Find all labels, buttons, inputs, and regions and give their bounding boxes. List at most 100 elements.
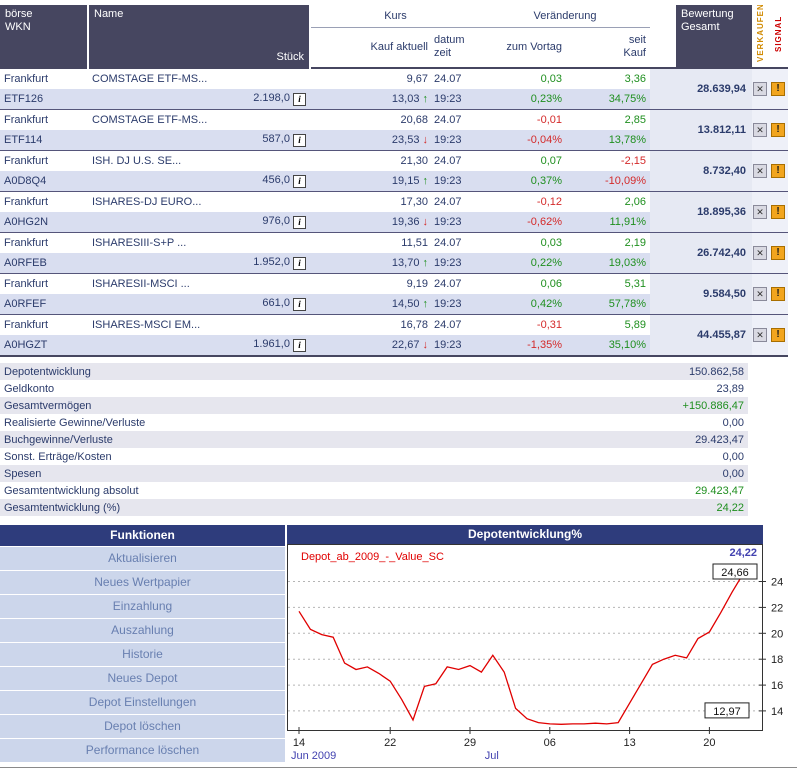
sell-close-icon[interactable]: ✕ — [753, 164, 767, 178]
summary-label: Depotentwicklung — [4, 365, 91, 378]
summary-value: 0,00 — [722, 467, 744, 480]
bottom-divider — [0, 767, 797, 768]
col-header-seit-kauf: seit Kauf — [566, 27, 650, 68]
cell-kurs-kauf: 20,68 — [310, 109, 432, 130]
sell-close-icon[interactable]: ✕ — [753, 82, 767, 96]
col-header-zum-vortag: zum Vortag — [480, 27, 566, 68]
summary-label: Sonst. Erträge/Kosten — [4, 450, 112, 463]
cell-verkaufen: ✕ — [752, 314, 768, 356]
security-name-link[interactable]: ISHARES-MSCI EM... — [88, 314, 310, 335]
info-icon[interactable]: i — [293, 134, 306, 147]
cell-bewertung: 26.742,40 — [650, 232, 752, 274]
info-icon[interactable]: i — [293, 257, 306, 270]
summary-value: +150.886,47 — [682, 399, 744, 412]
holding-row-line1: Frankfurt COMSTAGE ETF-MS... 9,67 24.07 0,03… — [0, 67, 788, 110]
menu-item[interactable]: Depot Einstellungen — [0, 691, 285, 714]
menu-item[interactable]: Auszahlung — [0, 619, 285, 642]
depot-performance-chart: 14 16 18 20 22 24 14 22 29 06 13 20 Jun 2009 Jul Depot… — [287, 544, 783, 762]
svg-text:13: 13 — [623, 737, 635, 749]
cell-verkaufen: ✕ — [752, 150, 768, 192]
sell-close-icon[interactable]: ✕ — [753, 246, 767, 260]
menu-item[interactable]: Performance löschen — [0, 739, 285, 762]
cell-vortag-pct: -1,35% — [480, 335, 566, 356]
cell-boerse: Frankfurt — [0, 314, 88, 335]
label-veraenderung: Veränderung — [533, 9, 597, 22]
cell-datum: 24.07 — [432, 191, 480, 212]
cell-zeit: 19:23 — [432, 335, 480, 356]
trend-up-icon: ↑ — [422, 93, 429, 105]
sell-close-icon[interactable]: ✕ — [753, 287, 767, 301]
label-kauf: Kauf — [623, 47, 646, 60]
holding-row-line1: Frankfurt ISH. DJ U.S. SE... 21,30 24.07 0,0… — [0, 150, 788, 192]
cell-stueck: 2.198,0 i — [88, 89, 310, 110]
cell-wkn: A0RFEF — [0, 294, 88, 315]
security-name-link[interactable]: ISHARES-DJ EURO... — [88, 191, 310, 212]
label-signal: SIGNAL — [773, 15, 783, 53]
cell-seit-pct: 11,91% — [566, 212, 650, 233]
signal-alert-icon[interactable]: ! — [771, 82, 785, 96]
cell-bewertung: 28.639,94 — [650, 67, 752, 110]
info-icon[interactable]: i — [293, 175, 306, 188]
svg-text:20: 20 — [771, 628, 783, 640]
cell-seit-abs: 2,85 — [566, 109, 650, 130]
info-icon[interactable]: i — [293, 93, 306, 106]
cell-kurs-aktuell: 13,03 ↑ — [310, 89, 432, 110]
info-icon[interactable]: i — [293, 216, 306, 229]
sell-close-icon[interactable]: ✕ — [753, 123, 767, 137]
cell-wkn: A0RFEB — [0, 253, 88, 274]
info-icon[interactable]: i — [293, 298, 306, 311]
chart-title: Depotentwicklung% — [287, 525, 763, 544]
cell-boerse: Frankfurt — [0, 150, 88, 171]
cell-kurs-aktuell: 19,36 ↓ — [310, 212, 432, 233]
summary-row: Buchgewinne/Verluste 29.423,47 — [0, 431, 748, 448]
menu-item[interactable]: Depot löschen — [0, 715, 285, 738]
cell-zeit: 19:23 — [432, 89, 480, 110]
chart-panel: Depotentwicklung% 14 16 18 20 22 24 14 22 29 06 13… — [287, 525, 797, 762]
security-name-link[interactable]: ISHARESII-MSCI ... — [88, 273, 310, 294]
signal-alert-icon[interactable]: ! — [771, 164, 785, 178]
signal-alert-icon[interactable]: ! — [771, 328, 785, 342]
security-name-link[interactable]: ISH. DJ U.S. SE... — [88, 150, 310, 171]
trend-down-icon: ↓ — [422, 134, 429, 146]
col-header-datum-zeit: datum zeit — [432, 27, 480, 68]
holding-row-line1: Frankfurt ISHARESIII-S+P ... 11,51 24.07 0,0… — [0, 232, 788, 274]
col-group-veraenderung: Veränderung — [480, 5, 650, 28]
summary-row: Spesen 0,00 — [0, 465, 748, 482]
cell-seit-pct: 57,78% — [566, 294, 650, 315]
signal-alert-icon[interactable]: ! — [771, 287, 785, 301]
label-gesamt: Gesamt — [681, 21, 720, 33]
label-boerse: börse — [5, 8, 33, 20]
cell-seit-abs: 5,31 — [566, 273, 650, 294]
svg-text:24: 24 — [771, 577, 783, 589]
summary-section: Depotentwicklung 150.862,58 Geldkonto 23,89… — [0, 363, 748, 516]
summary-value: 29.423,47 — [695, 484, 744, 497]
signal-alert-icon[interactable]: ! — [771, 123, 785, 137]
security-name-link[interactable]: ISHARESIII-S+P ... — [88, 232, 310, 253]
cell-kurs-aktuell: 13,70 ↑ — [310, 253, 432, 274]
sell-close-icon[interactable]: ✕ — [753, 328, 767, 342]
svg-text:Jun 2009: Jun 2009 — [291, 750, 336, 762]
cell-kurs-kauf: 21,30 — [310, 150, 432, 171]
menu-item[interactable]: Einzahlung — [0, 595, 285, 618]
sell-close-icon[interactable]: ✕ — [753, 205, 767, 219]
holding-row-line2: ETF114 587,0 i 23,53 ↓ 19:23 -0,04% 13,78% — [0, 130, 788, 151]
cell-vortag-abs: -0,12 — [480, 191, 566, 212]
menu-item[interactable]: Neues Depot — [0, 667, 285, 690]
cell-seit-pct: 19,03% — [566, 253, 650, 274]
signal-alert-icon[interactable]: ! — [771, 205, 785, 219]
menu-item[interactable]: Aktualisieren — [0, 547, 285, 570]
label-verkaufen: VERKAUFEN — [755, 5, 765, 62]
cell-zeit: 19:23 — [432, 130, 480, 151]
summary-label: Geldkonto — [4, 382, 55, 395]
svg-text:20: 20 — [703, 737, 715, 749]
security-name-link[interactable]: COMSTAGE ETF-MS... — [88, 67, 310, 89]
security-name-link[interactable]: COMSTAGE ETF-MS... — [88, 109, 310, 130]
info-icon[interactable]: i — [293, 339, 306, 352]
signal-alert-icon[interactable]: ! — [771, 246, 785, 260]
menu-item[interactable]: Historie — [0, 643, 285, 666]
cell-vortag-abs: -0,31 — [480, 314, 566, 335]
holding-row-line2: A0RFEF 661,0 i 14,50 ↑ 19:23 0,42% 57,78% — [0, 294, 788, 315]
cell-seit-abs: 3,36 — [566, 67, 650, 89]
summary-label: Gesamtvermögen — [4, 399, 92, 412]
menu-item[interactable]: Neues Wertpapier — [0, 571, 285, 594]
